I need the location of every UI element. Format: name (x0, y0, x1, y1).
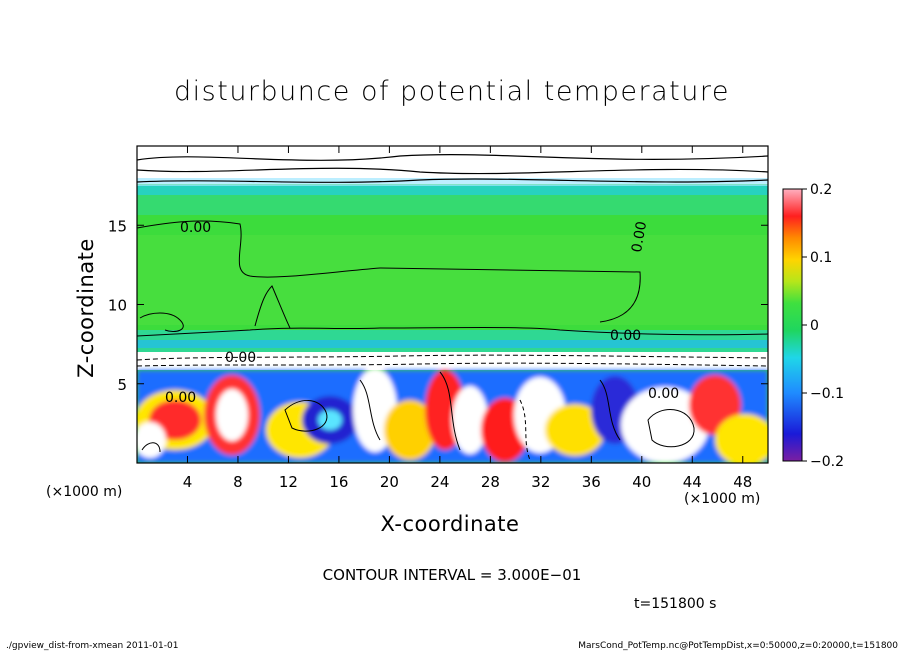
contour-label: 0.00 (165, 390, 196, 406)
contour-label: 0.00 (180, 220, 211, 236)
y-tick-label: 15 (108, 217, 127, 235)
colorbar (782, 188, 803, 462)
x-tick-label: 44 (683, 473, 702, 491)
contour-label: 0.00 (648, 386, 679, 402)
x-axis-label: X-coordinate (380, 512, 520, 536)
x-unit-label-right: (×1000 m) (684, 491, 761, 507)
contour-label: 0.00 (629, 220, 650, 253)
x-tick-label: 24 (430, 473, 449, 491)
colorbar-ticks: 0.2 0.1 0 −0.1 −0.2 (802, 182, 844, 470)
x-tick-label: 36 (582, 473, 601, 491)
contour-label: 0.00 (610, 328, 641, 344)
chart-title: disturbunce of potential temperature (174, 76, 730, 107)
x-tick-label: 40 (632, 473, 651, 491)
colorbar-tick-label: −0.2 (810, 454, 844, 470)
x-tick-label: 16 (329, 473, 348, 491)
heatmap-field (137, 146, 768, 463)
colorbar-tick-label: 0 (810, 318, 819, 334)
colorbar-tick-label: 0.2 (810, 182, 832, 198)
x-tick-label: 12 (279, 473, 298, 491)
contour-label-group: 0.00 0.00 0.00 0.00 0.00 0.00 (165, 220, 679, 406)
x-axis: 4 8 12 16 20 24 28 32 36 40 44 48 (183, 146, 752, 491)
contour-interval-text: CONTOUR INTERVAL = 3.000E−01 (322, 566, 582, 584)
contour-lines (137, 154, 768, 461)
x-tick-label: 20 (380, 473, 399, 491)
colorbar-tick-label: −0.1 (810, 386, 844, 402)
footer-left: ./gpview_dist-from-xmean 2011-01-01 (6, 641, 179, 651)
x-tick-label: 48 (733, 473, 752, 491)
y-tick-label: 10 (108, 297, 127, 315)
contour-label: 0.00 (225, 350, 256, 366)
x-tick-label: 32 (531, 473, 550, 491)
colorbar-tick-label: 0.1 (810, 250, 832, 266)
time-text: t=151800 s (634, 596, 717, 612)
y-tick-label: 5 (117, 376, 127, 394)
footer-right: MarsCond_PotTemp.nc@PotTempDist,x=0:5000… (578, 641, 898, 651)
x-tick-label: 8 (233, 473, 243, 491)
y-axis: 5 10 15 (108, 217, 768, 394)
x-tick-label: 28 (481, 473, 500, 491)
x-tick-label: 4 (183, 473, 193, 491)
x-unit-label-left: (×1000 m) (46, 484, 123, 500)
